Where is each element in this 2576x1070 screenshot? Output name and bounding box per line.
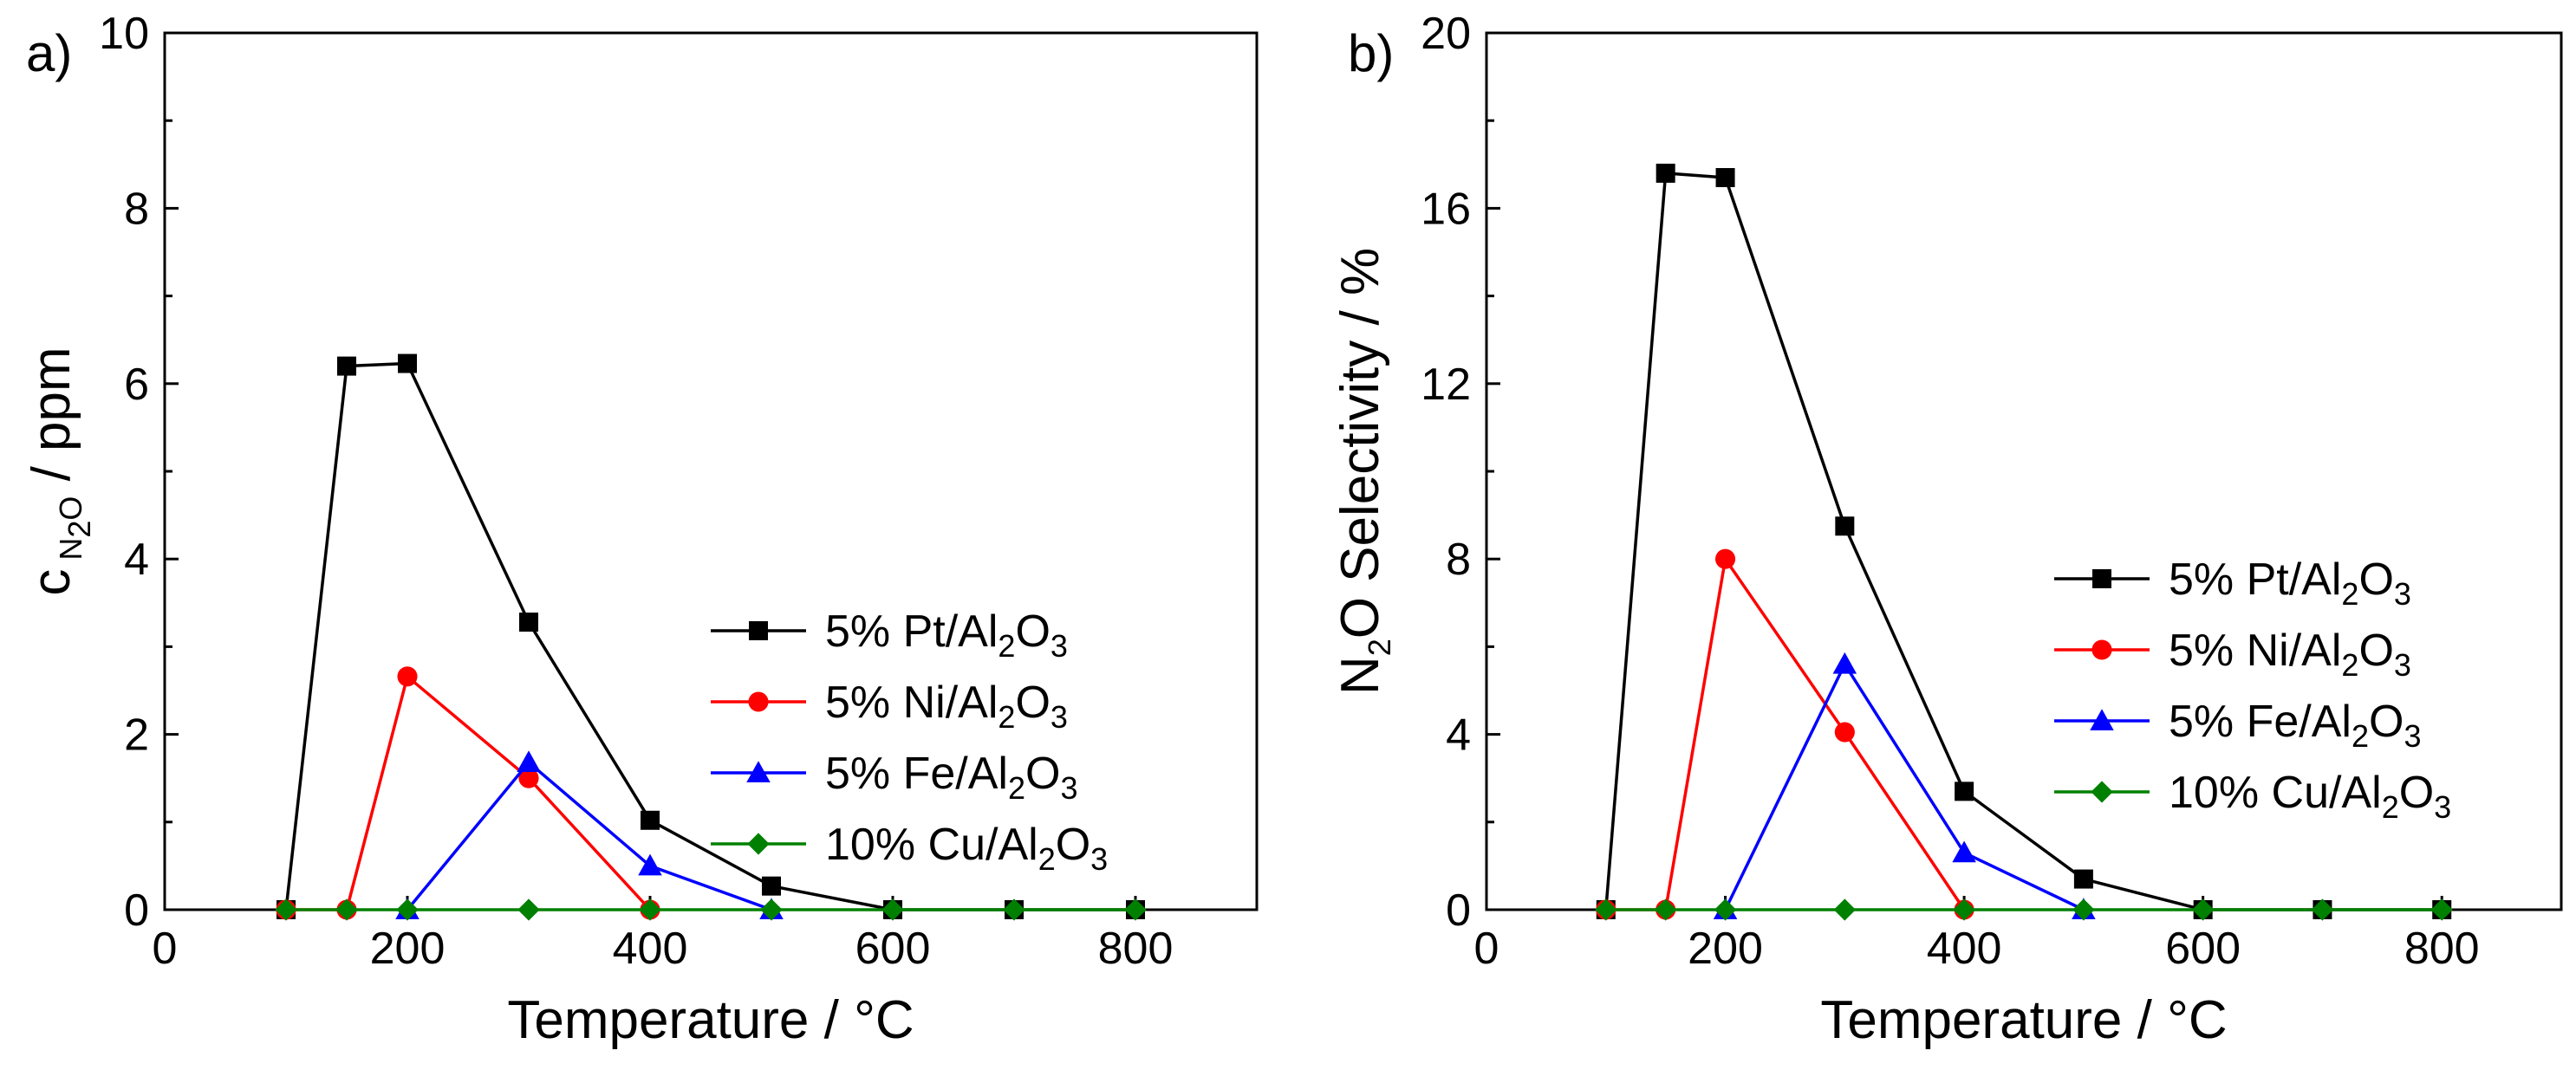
x-axis-title: Temperature / °C: [507, 990, 914, 1050]
y-tick-label: 4: [1446, 710, 1471, 761]
data-point: [519, 613, 538, 632]
y-tick-label: 0: [124, 885, 149, 936]
chart-panel-b: 0 200 400 600 800 0 4 8 12 16 20 b) Temperature / °C…: [1330, 9, 2563, 1050]
data-point: [2192, 898, 2215, 921]
data-point: [1595, 898, 1617, 921]
data-point: [275, 898, 297, 921]
legend-label: 10% Cu/Al2O3: [2169, 768, 2451, 825]
y-tick-label: 2: [124, 710, 149, 761]
data-point: [1833, 898, 1856, 921]
data-point: [1953, 898, 1975, 921]
x-axis-title: Temperature / °C: [1820, 990, 2227, 1050]
chart-panel-a: 0 200 400 600 800 0 2 4 6 8 10 a) Temperature / °C c …: [22, 9, 1259, 1050]
data-point: [1715, 167, 1735, 187]
data-point: [1834, 722, 1855, 743]
data-point: [1835, 516, 1855, 536]
data-point: [518, 768, 539, 788]
data-point: [1003, 898, 1025, 921]
y-tick-label: 12: [1421, 360, 1471, 410]
series-10-cu-al2o3: [275, 898, 1147, 921]
data-point: [517, 898, 540, 921]
y-tick-label: 8: [124, 184, 149, 234]
panel-label: a): [26, 24, 72, 82]
y-tick-label: 20: [1421, 9, 1471, 59]
series-line: [1605, 557, 1966, 911]
y-axis-title: c N2O / ppm: [22, 347, 97, 595]
x-tick-label: 600: [855, 924, 931, 974]
x-tick-label: 200: [370, 924, 446, 974]
y-tick-label: 10: [99, 9, 149, 59]
x-tick-label: 800: [2404, 924, 2480, 974]
legend-label: 5% Fe/Al2O3: [2169, 697, 2422, 754]
legend: 5% Pt/Al2O3 5% Ni/Al2O3 5% Fe/Al2O3 10% Cu/…: [711, 606, 1108, 877]
x-tick-label: 400: [613, 924, 688, 974]
x-tick-label: 800: [1098, 924, 1174, 974]
legend-marker: [2091, 781, 2113, 803]
plot-frame: [163, 31, 1259, 911]
y-tick-label: 16: [1421, 184, 1471, 234]
data-point: [396, 898, 419, 921]
legend-label: 5% Pt/Al2O3: [825, 606, 1068, 664]
legend-label: 5% Pt/Al2O3: [2169, 554, 2411, 612]
data-point: [2311, 898, 2334, 921]
data-point: [1655, 898, 1677, 921]
data-point: [398, 353, 417, 373]
data-point: [2072, 898, 2095, 921]
data-point: [760, 898, 783, 921]
series-line: [406, 761, 772, 911]
legend-marker: [747, 833, 770, 855]
x-tick-label: 0: [153, 924, 178, 974]
legend-marker: [2092, 569, 2111, 588]
data-point: [639, 898, 661, 921]
legend-label: 10% Cu/Al2O3: [825, 820, 1108, 877]
legend-marker: [749, 621, 768, 640]
data-point: [1656, 163, 1675, 183]
legend-marker: [2091, 639, 2112, 660]
legend-marker: [2090, 709, 2114, 730]
data-point: [1832, 652, 1857, 674]
x-tick-label: 400: [1927, 924, 2002, 974]
data-point: [641, 810, 660, 830]
panel-label: b): [1348, 24, 1394, 82]
series-5-ni-al2o3: [1596, 548, 1974, 920]
x-tick-label: 200: [1688, 924, 1763, 974]
data-point: [397, 666, 418, 687]
legend: 5% Pt/Al2O3 5% Ni/Al2O3 5% Fe/Al2O3 10% Cu/…: [2054, 554, 2451, 825]
legend-label: 5% Ni/Al2O3: [2169, 626, 2411, 683]
data-point: [337, 356, 356, 376]
series-10-cu-al2o3: [1595, 898, 2453, 921]
data-point: [2430, 898, 2453, 921]
data-point: [1715, 548, 1736, 569]
legend-label: 5% Fe/Al2O3: [825, 749, 1078, 806]
x-tick-label: 0: [1474, 924, 1499, 974]
data-point: [1714, 898, 1737, 921]
data-point: [1955, 781, 1974, 801]
legend-marker: [748, 691, 769, 712]
y-tick-label: 8: [1446, 535, 1471, 585]
data-point: [517, 750, 541, 772]
y-tick-label: 0: [1446, 885, 1471, 936]
data-point: [335, 898, 358, 921]
legend-label: 5% Ni/Al2O3: [825, 678, 1068, 735]
x-tick-label: 600: [2165, 924, 2241, 974]
series-line: [286, 675, 652, 911]
y-tick-label: 6: [124, 360, 149, 410]
y-tick-label: 4: [124, 535, 149, 585]
series-5-fe-al2o3: [1713, 652, 2096, 919]
series-line: [1723, 662, 2085, 911]
series-5-ni-al2o3: [276, 666, 660, 920]
y-axis-title: N2O Selectivity / %: [1330, 248, 1397, 695]
data-point: [881, 898, 904, 921]
legend-marker: [746, 761, 771, 782]
data-point: [1124, 898, 1147, 921]
data-point: [1952, 840, 1976, 863]
data-point: [762, 876, 781, 896]
data-point: [638, 853, 662, 876]
data-point: [2073, 869, 2093, 889]
series-5-fe-al2o3: [395, 750, 784, 919]
